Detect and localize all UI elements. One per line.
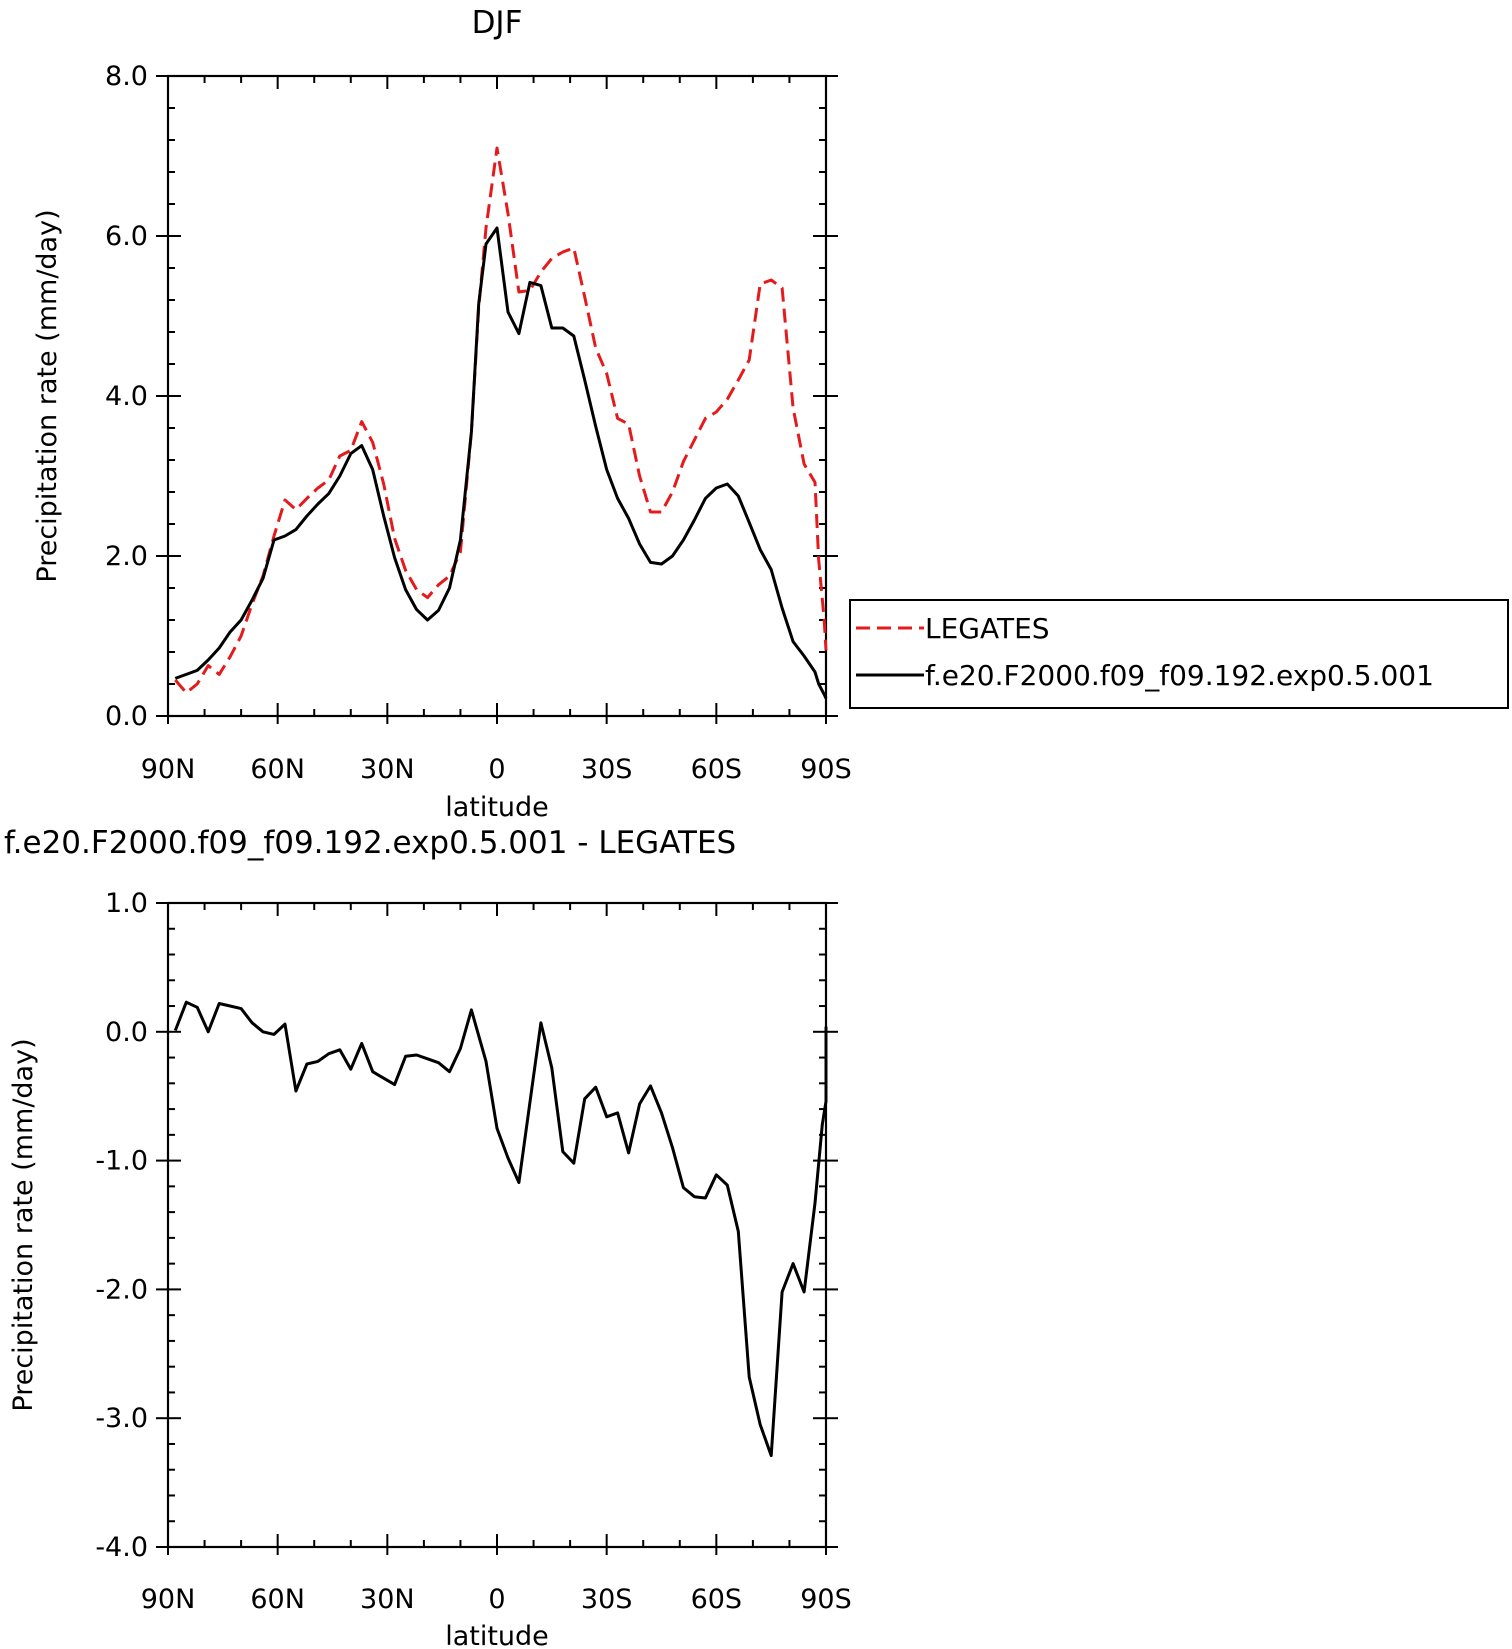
x-tick-label: 30S: [581, 754, 633, 785]
chart-title: f.e20.F2000.f09_f09.192.exp0.5.001 - LEG…: [4, 825, 736, 861]
legend-label: LEGATES: [925, 612, 1050, 645]
x-tick-label: 90N: [141, 1584, 196, 1615]
legend: LEGATES f.e20.F2000.f09_f09.192.exp0.5.00…: [849, 599, 1509, 709]
chart-panel-1: DJF 90N 60N 30N 0 30S 60S 90S 0.0 2.0 4.0 6.0 8.0 lat…: [32, 5, 1509, 823]
y-tick-label: 2.0: [105, 541, 148, 572]
legend-label: f.e20.F2000.f09_f09.192.exp0.5.001: [925, 659, 1434, 692]
x-tick-label: 30N: [360, 754, 415, 785]
legend-box: [849, 599, 1509, 709]
series-line-1: [174, 146, 828, 695]
series-line-2: [174, 226, 828, 700]
y-axis-title: Precipitation rate (mm/day): [32, 209, 63, 582]
x-tick-label: 30N: [360, 1584, 415, 1615]
y-axis-title: Precipitation rate (mm/day): [8, 1038, 39, 1411]
chart-panel-2: f.e20.F2000.f09_f09.192.exp0.5.001 - LEG…: [4, 825, 852, 1649]
y-tick-label: 6.0: [105, 221, 148, 252]
y-tick-label: 0.0: [105, 1017, 148, 1048]
y-tick-label: -2.0: [95, 1274, 148, 1305]
x-tick-label: 60N: [250, 754, 305, 785]
y-tick-label: 4.0: [105, 381, 148, 412]
x-axis-title: latitude: [445, 792, 549, 823]
x-tick-label: 90N: [141, 754, 196, 785]
y-tick-label: 0.0: [105, 701, 148, 732]
y-tick-label: -4.0: [95, 1532, 148, 1563]
y-tick-label: -3.0: [95, 1403, 148, 1434]
series-line-1: [173, 1000, 828, 1458]
y-tick-label: 8.0: [105, 61, 148, 92]
plot-frame: [166, 901, 828, 1549]
x-tick-label: 0: [488, 754, 505, 785]
x-tick-label: 60N: [250, 1584, 305, 1615]
x-tick-label: 90S: [800, 754, 852, 785]
x-tick-label: 90S: [800, 1584, 852, 1615]
x-tick-label: 60S: [691, 754, 743, 785]
y-tick-label: 1.0: [105, 888, 148, 919]
y-tick-label: -1.0: [95, 1146, 148, 1177]
x-axis-title: latitude: [445, 1621, 549, 1649]
chart-title: DJF: [472, 5, 523, 41]
x-tick-label: 60S: [691, 1584, 743, 1615]
plot-frame: [166, 74, 828, 718]
x-tick-label: 0: [488, 1584, 505, 1615]
x-tick-label: 30S: [581, 1584, 633, 1615]
